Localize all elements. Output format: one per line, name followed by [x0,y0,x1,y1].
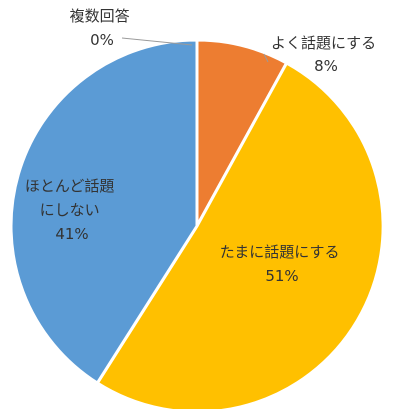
pie-slice-sometimes [95,61,385,409]
leader-line-often [263,53,269,63]
slice-label-multiple: 複数回答 0% [70,7,135,49]
pie-slice-often [195,38,289,228]
slice-label-sometimes-value: 51% [265,267,298,285]
slice-label-rarely: ほとんど話題 にしない 41% [25,177,119,243]
slice-label-sometimes-name: たまに話題にする [220,243,340,261]
pie-slice-rarely [9,38,199,385]
slice-label-multiple-name: 複数回答 [70,7,130,25]
leader-lines [121,37,269,63]
slice-label-often: よく話題にする 8% [271,34,381,75]
slice-label-rarely-name-1: ほとんど話題 [25,177,115,195]
slice-label-rarely-name-2: にしない [40,201,100,219]
slice-label-rarely-value: 41% [55,225,88,243]
slice-label-often-value: 8% [314,57,338,75]
slice-label-multiple-value: 0% [90,31,114,49]
leader-line-multiple [121,37,193,46]
slice-label-sometimes: たまに話題にする 51% [220,243,344,285]
slice-label-often-name: よく話題にする [271,34,376,52]
pie-slices [9,38,385,409]
